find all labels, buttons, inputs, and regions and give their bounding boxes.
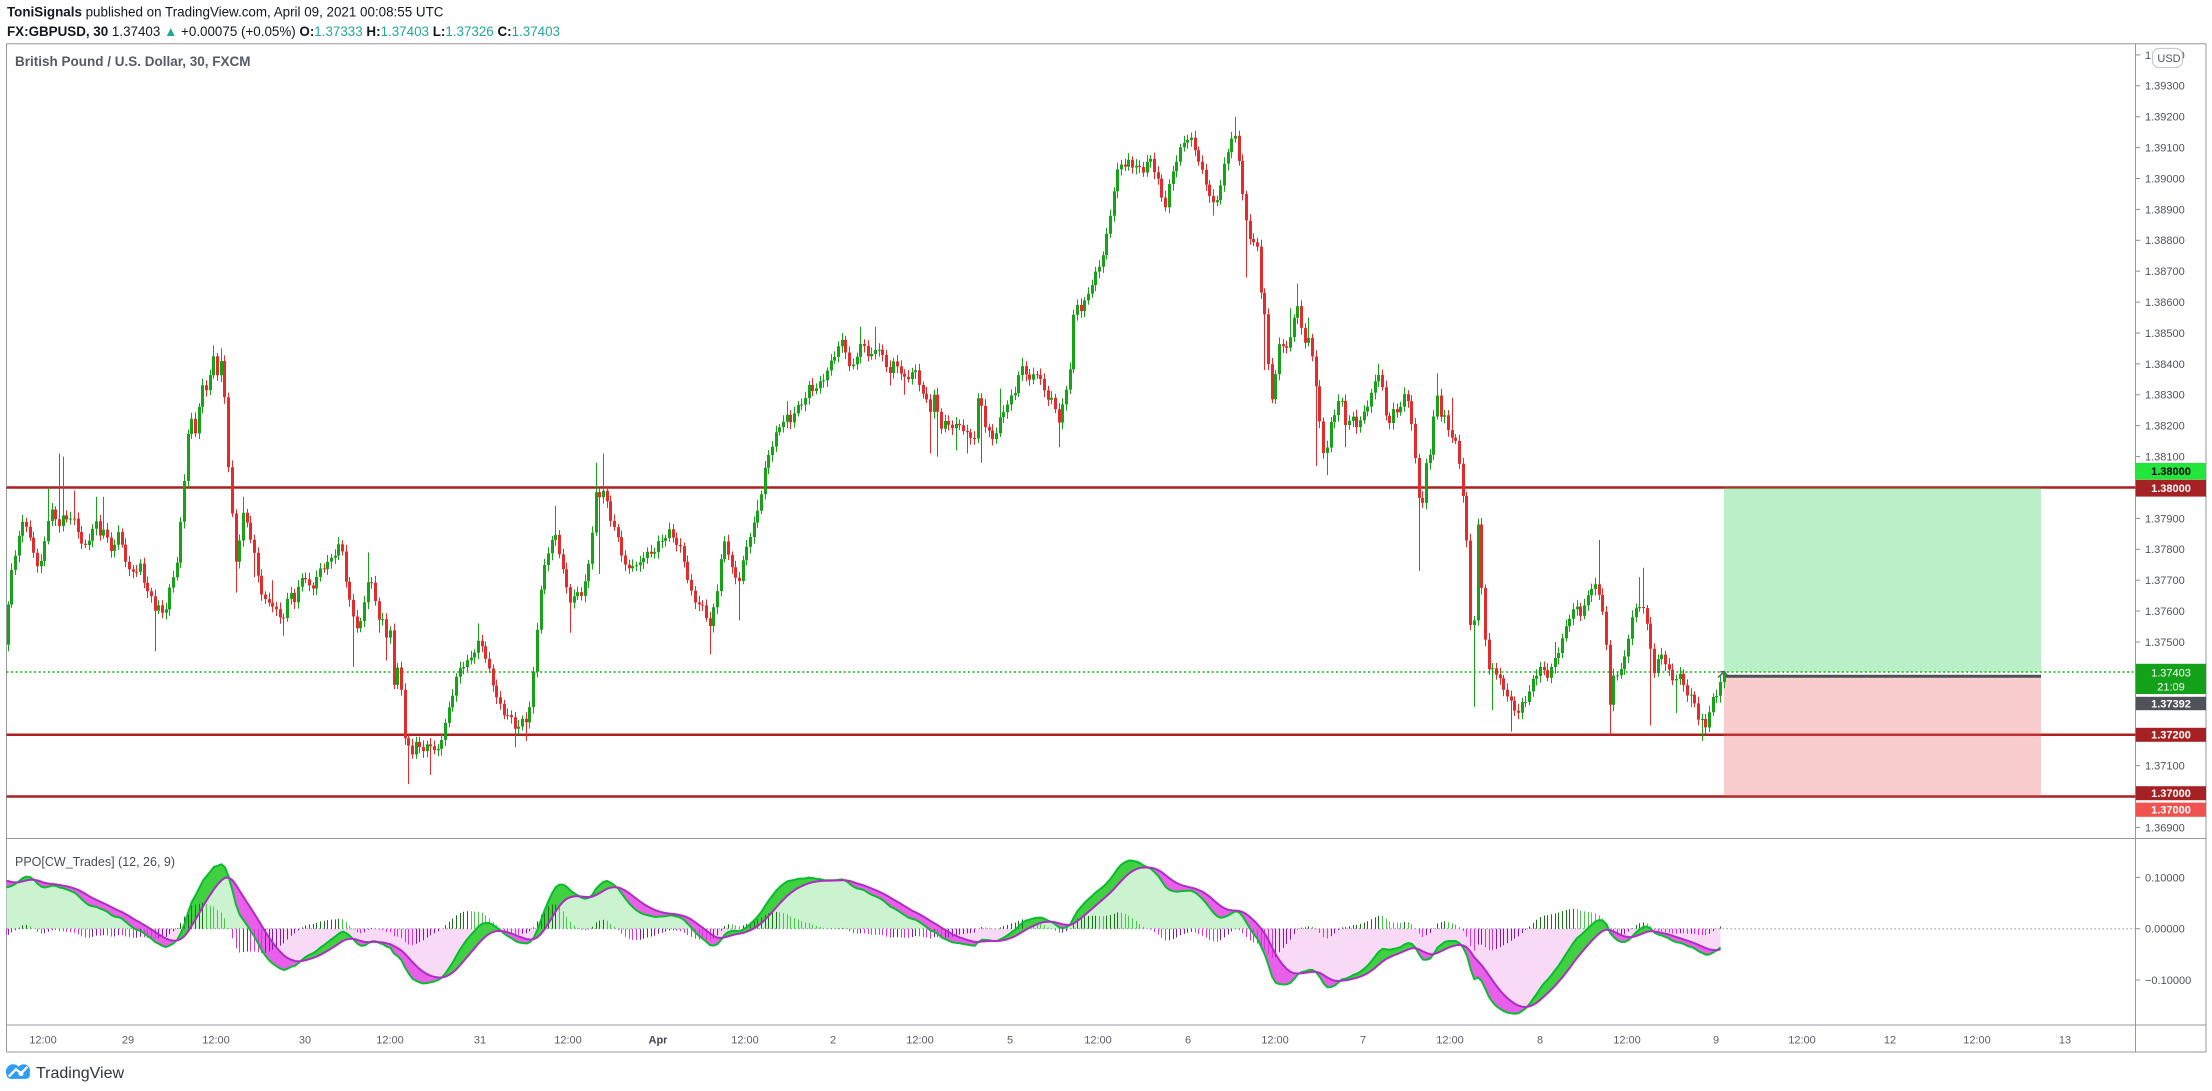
svg-text:FX:GBPUSD, 30 1.37403 ▲ +0.00: FX:GBPUSD, 30 1.37403 ▲ +0.00075 (+0.05%… bbox=[7, 24, 560, 39]
svg-text:31: 31 bbox=[474, 1035, 486, 1047]
svg-text:12:00: 12:00 bbox=[731, 1035, 759, 1047]
svg-text:9: 9 bbox=[1713, 1035, 1719, 1047]
svg-text:1.39100: 1.39100 bbox=[2145, 143, 2185, 155]
svg-text:Apr: Apr bbox=[649, 1035, 669, 1047]
svg-text:1.37403: 1.37403 bbox=[2151, 668, 2191, 680]
svg-text:21:09: 21:09 bbox=[2157, 682, 2185, 694]
svg-text:1.36900: 1.36900 bbox=[2145, 822, 2185, 834]
svg-text:12:00: 12:00 bbox=[29, 1035, 57, 1047]
svg-text:1.37100: 1.37100 bbox=[2145, 761, 2185, 773]
svg-text:12:00: 12:00 bbox=[906, 1035, 934, 1047]
svg-text:1.37500: 1.37500 bbox=[2145, 637, 2185, 649]
svg-text:1.37700: 1.37700 bbox=[2145, 575, 2185, 587]
svg-text:1.37600: 1.37600 bbox=[2145, 606, 2185, 618]
svg-text:1.39000: 1.39000 bbox=[2145, 173, 2185, 185]
svg-text:12:00: 12:00 bbox=[1788, 1035, 1816, 1047]
svg-text:12:00: 12:00 bbox=[554, 1035, 582, 1047]
svg-text:5: 5 bbox=[1007, 1035, 1013, 1047]
svg-text:ToniSignals published on Tradi: ToniSignals published on TradingView.com… bbox=[7, 5, 444, 20]
svg-text:1.38800: 1.38800 bbox=[2145, 235, 2185, 247]
svg-text:USD: USD bbox=[2157, 53, 2180, 65]
svg-text:12:00: 12:00 bbox=[1084, 1035, 1112, 1047]
svg-text:1.37000: 1.37000 bbox=[2151, 788, 2191, 800]
svg-text:1.37900: 1.37900 bbox=[2145, 513, 2185, 525]
svg-text:12:00: 12:00 bbox=[1261, 1035, 1289, 1047]
svg-text:British Pound / U.S. Dollar, 3: British Pound / U.S. Dollar, 30, FXCM bbox=[15, 54, 251, 69]
svg-text:13: 13 bbox=[2059, 1035, 2071, 1047]
svg-text:1.38700: 1.38700 bbox=[2145, 266, 2185, 278]
svg-text:12: 12 bbox=[1884, 1035, 1896, 1047]
svg-text:0.10000: 0.10000 bbox=[2145, 872, 2185, 884]
svg-text:1.38000: 1.38000 bbox=[2151, 483, 2191, 495]
svg-text:8: 8 bbox=[1537, 1035, 1543, 1047]
svg-text:1.37800: 1.37800 bbox=[2145, 544, 2185, 556]
svg-text:0.00000: 0.00000 bbox=[2145, 924, 2185, 936]
svg-text:1.37200: 1.37200 bbox=[2151, 730, 2191, 742]
svg-text:2: 2 bbox=[830, 1035, 836, 1047]
svg-text:12:00: 12:00 bbox=[1436, 1035, 1464, 1047]
svg-text:TradingView: TradingView bbox=[36, 1065, 124, 1082]
svg-text:1.37000: 1.37000 bbox=[2151, 805, 2191, 817]
svg-text:29: 29 bbox=[122, 1035, 134, 1047]
svg-text:12:00: 12:00 bbox=[1963, 1035, 1991, 1047]
svg-text:1.38500: 1.38500 bbox=[2145, 328, 2185, 340]
svg-text:6: 6 bbox=[1185, 1035, 1191, 1047]
svg-text:7: 7 bbox=[1360, 1035, 1366, 1047]
svg-text:1.38100: 1.38100 bbox=[2145, 452, 2185, 464]
svg-text:1.38000: 1.38000 bbox=[2151, 466, 2191, 478]
svg-text:30: 30 bbox=[299, 1035, 311, 1047]
svg-text:1.37392: 1.37392 bbox=[2151, 698, 2191, 710]
svg-text:1.38200: 1.38200 bbox=[2145, 421, 2185, 433]
svg-text:12:00: 12:00 bbox=[1613, 1035, 1641, 1047]
svg-text:1.38300: 1.38300 bbox=[2145, 390, 2185, 402]
svg-text:1.38600: 1.38600 bbox=[2145, 297, 2185, 309]
svg-text:12:00: 12:00 bbox=[202, 1035, 230, 1047]
svg-text:1.39200: 1.39200 bbox=[2145, 112, 2185, 124]
svg-text:PPO[CW_Trades] (12, 26, 9): PPO[CW_Trades] (12, 26, 9) bbox=[15, 855, 175, 869]
svg-text:12:00: 12:00 bbox=[376, 1035, 404, 1047]
svg-text:−0.10000: −0.10000 bbox=[2145, 975, 2191, 987]
svg-text:1.38900: 1.38900 bbox=[2145, 204, 2185, 216]
svg-text:1.38400: 1.38400 bbox=[2145, 359, 2185, 371]
svg-text:1.39300: 1.39300 bbox=[2145, 81, 2185, 93]
